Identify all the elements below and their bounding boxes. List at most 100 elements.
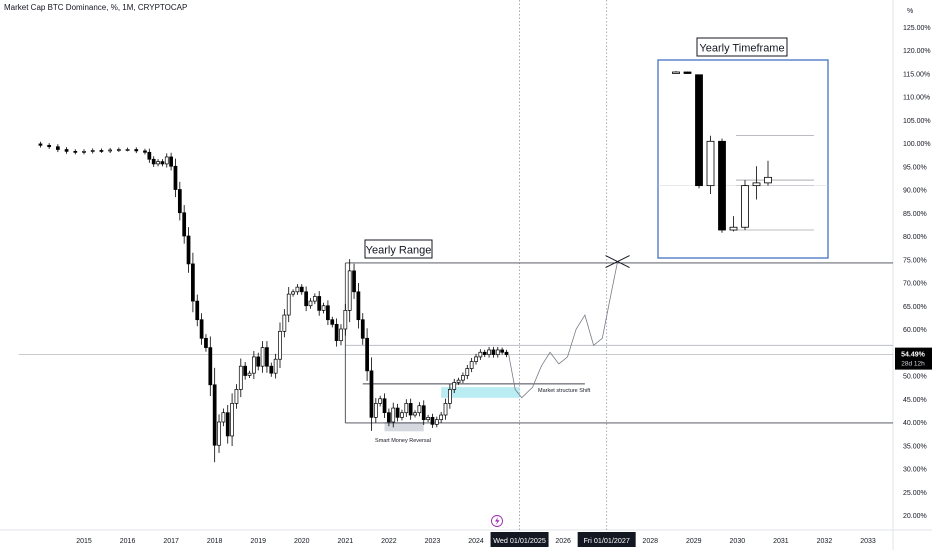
candle-bullish bbox=[452, 382, 457, 390]
candle-bearish bbox=[269, 365, 274, 374]
inset-candle-bullish bbox=[729, 226, 738, 231]
candle-bearish bbox=[147, 151, 152, 160]
candle-bearish bbox=[430, 417, 435, 425]
candle-bullish bbox=[343, 310, 348, 330]
x-tick-label: 2030 bbox=[730, 538, 746, 545]
candle-bearish bbox=[151, 158, 156, 165]
candle-bearish bbox=[408, 403, 413, 416]
x-tick-label: 2015 bbox=[76, 538, 92, 545]
candle-bullish bbox=[378, 398, 383, 404]
candle-bearish bbox=[47, 144, 52, 148]
candle-bearish bbox=[199, 319, 204, 339]
candle-bearish bbox=[256, 356, 261, 367]
candle-bullish bbox=[82, 151, 86, 153]
candle-bullish bbox=[434, 419, 439, 425]
candle-bearish bbox=[169, 156, 173, 167]
candle-bearish bbox=[73, 151, 78, 153]
candle-bearish bbox=[38, 143, 43, 146]
x-tick-label: 2033 bbox=[860, 538, 876, 545]
candle-bearish bbox=[504, 351, 509, 355]
candle-bearish bbox=[369, 370, 374, 418]
x-tick-label: 2023 bbox=[425, 538, 441, 545]
x-tick-label: 2028 bbox=[642, 538, 658, 545]
candle-bearish bbox=[365, 337, 369, 372]
candle-bullish bbox=[295, 286, 300, 293]
x-tick-label: 2017 bbox=[163, 538, 179, 545]
candle-bullish bbox=[339, 328, 343, 341]
candle-bullish bbox=[108, 149, 112, 152]
candle-bearish bbox=[421, 405, 426, 421]
y-tick-label: 20.00% bbox=[903, 513, 927, 520]
candle-bullish bbox=[238, 365, 243, 390]
candle-bullish bbox=[495, 349, 500, 355]
y-tick-label: 60.00% bbox=[903, 327, 927, 334]
x-tick-label: 2019 bbox=[250, 538, 266, 545]
candle-bullish bbox=[474, 356, 478, 362]
candle-bullish bbox=[247, 372, 252, 376]
candle-bullish bbox=[465, 368, 470, 376]
candle-bullish bbox=[221, 412, 226, 423]
candle-bullish bbox=[400, 412, 404, 418]
inset-candle-bearish bbox=[683, 71, 692, 74]
candle-bullish bbox=[487, 349, 491, 355]
candle-bearish bbox=[265, 347, 269, 367]
x-tick-label: 2024 bbox=[468, 538, 484, 545]
candle-bullish bbox=[164, 156, 169, 165]
candle-bearish bbox=[299, 286, 304, 293]
candle-countdown: 28d 12h bbox=[901, 361, 925, 368]
y-tick-label: 75.00% bbox=[903, 257, 927, 264]
y-tick-label: 80.00% bbox=[903, 234, 927, 241]
x-tick-label: 2026 bbox=[555, 538, 571, 545]
x-highlight-tag bbox=[577, 532, 636, 547]
market-structure-label: Market structure Shift bbox=[538, 388, 591, 394]
yearly-timeframe-inset bbox=[657, 59, 829, 259]
candle-bullish bbox=[426, 417, 430, 421]
candle-bullish bbox=[156, 161, 160, 165]
candle-bullish bbox=[478, 351, 483, 358]
candle-bearish bbox=[99, 150, 104, 152]
candle-bearish bbox=[64, 149, 69, 152]
chart-title: Market Cap BTC Dominance, %, 1M, CRYPTOC… bbox=[4, 3, 188, 12]
y-tick-label: 105.00% bbox=[903, 118, 931, 125]
y-tick-label: 65.00% bbox=[903, 304, 927, 311]
inset-candle-bearish bbox=[695, 74, 703, 187]
x-highlight-label: Fri 01/01/2027 bbox=[583, 536, 629, 545]
x-tick-label: 2031 bbox=[773, 538, 789, 545]
x-highlight-tag bbox=[490, 532, 549, 547]
inset-candle-bullish bbox=[741, 185, 749, 228]
candle-bullish bbox=[252, 356, 256, 374]
candle-bearish bbox=[360, 319, 365, 339]
candle-bullish bbox=[260, 347, 265, 367]
x-tick-label: 2032 bbox=[817, 538, 833, 545]
candle-bearish bbox=[395, 407, 400, 418]
y-tick-label: 115.00% bbox=[903, 71, 930, 78]
candle-bearish bbox=[225, 412, 230, 437]
yearly-range-label: Yearly Range bbox=[366, 245, 432, 257]
x-highlight-label: Wed 01/01/2025 bbox=[493, 536, 546, 545]
candle-bearish bbox=[208, 347, 213, 386]
candle-bearish bbox=[212, 384, 217, 446]
smart-money-label: Smart Money Reversal bbox=[375, 438, 431, 444]
candle-bearish bbox=[356, 291, 361, 321]
market-structure-zone bbox=[441, 387, 520, 398]
yearly-timeframe-label: Yearly Timeframe bbox=[699, 43, 784, 55]
candle-bullish bbox=[234, 389, 239, 404]
candle-bullish bbox=[273, 358, 278, 374]
candle-bearish bbox=[382, 398, 387, 414]
current-price-value: 54.49% bbox=[901, 352, 926, 359]
yearly-range-box bbox=[364, 239, 433, 259]
current-price-tag bbox=[895, 347, 932, 370]
candle-bearish bbox=[191, 263, 195, 302]
inset-candle-bullish bbox=[706, 140, 715, 187]
candle-bearish bbox=[173, 165, 178, 190]
candle-bearish bbox=[204, 337, 208, 348]
candle-bullish bbox=[125, 149, 130, 151]
lightning-icon[interactable] bbox=[491, 515, 503, 527]
candle-bearish bbox=[56, 146, 60, 150]
y-tick-label: 50.00% bbox=[903, 374, 927, 381]
x-tick-label: 2022 bbox=[381, 538, 397, 545]
candle-bearish bbox=[143, 150, 147, 153]
lightning-icon-bolt bbox=[495, 517, 500, 525]
candle-bearish bbox=[243, 365, 248, 376]
